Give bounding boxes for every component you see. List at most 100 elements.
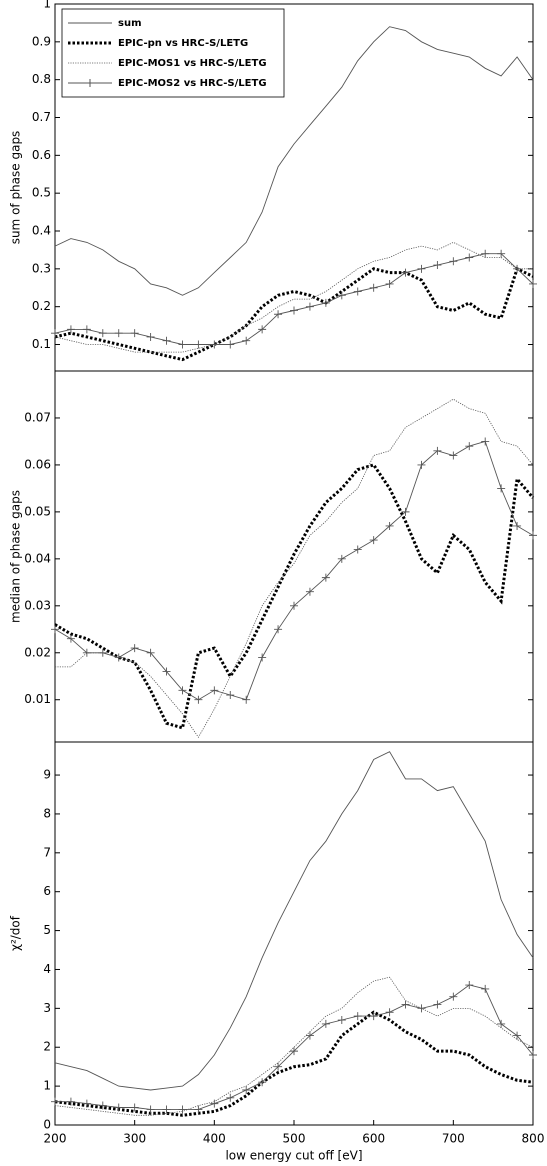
plus-marker (114, 329, 123, 338)
legend-label: EPIC-MOS1 vs HRC-S/LETG (118, 58, 267, 69)
plus-marker (130, 329, 139, 338)
plus-marker (98, 329, 107, 338)
plus-marker (226, 1093, 235, 1102)
plus-marker (385, 1008, 394, 1017)
y-tick-label: 0.02 (24, 645, 51, 659)
plus-marker (51, 1097, 59, 1106)
plus-marker (210, 1099, 219, 1108)
plus-marker (513, 1031, 522, 1040)
plus-marker (497, 249, 506, 258)
plus-marker (274, 1062, 283, 1071)
plus-marker (401, 1000, 410, 1009)
plus-marker (305, 302, 314, 311)
plus-marker (178, 686, 187, 695)
plus-marker (449, 257, 458, 266)
plus-marker (369, 536, 378, 545)
y-tick-label: 8 (43, 806, 51, 820)
y-tick-label: 7 (43, 845, 51, 859)
plus-marker (305, 1031, 314, 1040)
y-tick-label: 2 (43, 1040, 51, 1054)
plus-marker (385, 521, 394, 530)
plus-marker (529, 1051, 537, 1060)
plus-marker (321, 573, 330, 582)
plus-marker (146, 648, 155, 657)
plus-marker (66, 1097, 75, 1106)
series-line (54, 241, 533, 353)
plus-marker (321, 298, 330, 307)
plus-marker (51, 625, 59, 634)
legend-label: EPIC-pn vs HRC-S/LETG (118, 38, 248, 49)
plus-marker (529, 279, 537, 288)
plus-marker (337, 291, 346, 300)
y-axis-label: median of phase gaps (9, 490, 23, 623)
plus-marker (337, 554, 346, 563)
y-tick-label: 3 (43, 1001, 51, 1015)
series-line (54, 253, 534, 345)
plus-marker (465, 981, 474, 990)
y-tick-label: 6 (43, 884, 51, 898)
y-tick-label: 0 (43, 1118, 51, 1132)
plus-marker (178, 340, 187, 349)
plot-frame (54, 370, 534, 743)
plus-marker (274, 625, 283, 634)
plus-marker (513, 264, 522, 273)
y-tick-label: 0.6 (32, 148, 51, 162)
plus-marker (321, 1019, 330, 1028)
y-tick-label: 0.03 (24, 598, 51, 612)
plus-marker (481, 437, 490, 446)
plus-marker (305, 587, 314, 596)
plus-marker (449, 992, 458, 1001)
legend-label: EPIC-MOS2 vs HRC-S/LETG (118, 78, 267, 89)
plus-marker (194, 340, 203, 349)
plus-marker (162, 667, 171, 676)
plus-marker (465, 442, 474, 451)
plus-marker (130, 644, 139, 653)
plus-marker (98, 648, 107, 657)
plus-marker (51, 329, 59, 338)
x-tick-label: 500 (283, 1132, 306, 1146)
y-tick-label: 9 (43, 768, 51, 782)
plus-marker (82, 325, 91, 334)
plus-marker (82, 648, 91, 657)
plus-marker (290, 1047, 298, 1056)
series-line (54, 751, 534, 1091)
plus-marker (146, 332, 155, 341)
plus-marker (146, 1105, 155, 1114)
plus-marker (465, 253, 474, 262)
plus-marker (353, 545, 362, 554)
y-tick-label: 0.01 (24, 692, 51, 706)
plus-marker (66, 325, 75, 334)
x-tick-label: 200 (44, 1132, 67, 1146)
y-tick-label: 1 (43, 1079, 51, 1093)
plus-marker (369, 1012, 378, 1021)
x-tick-label: 300 (123, 1132, 146, 1146)
y-axis-label: χ²/dof (9, 915, 23, 951)
plus-marker (114, 1103, 123, 1112)
plus-marker (226, 340, 235, 349)
plus-marker (194, 695, 203, 704)
plus-marker (258, 325, 267, 334)
plus-marker (178, 1105, 187, 1114)
plus-marker (497, 1019, 506, 1028)
plus-marker (210, 686, 219, 695)
plus-marker (290, 306, 298, 315)
plus-marker (130, 1103, 139, 1112)
plus-marker (353, 287, 362, 296)
plus-marker (417, 1004, 426, 1013)
plus-marker (242, 1086, 251, 1095)
y-tick-label: 5 (43, 923, 51, 937)
plus-marker (210, 340, 219, 349)
series-line (54, 266, 534, 362)
plus-marker (162, 336, 171, 345)
plus-marker (194, 1105, 203, 1114)
plus-marker (369, 283, 378, 292)
plus-marker (401, 268, 410, 277)
plus-marker (274, 310, 283, 319)
plus-marker (433, 1000, 442, 1009)
plus-marker (433, 261, 442, 270)
plus-marker (98, 1101, 107, 1110)
y-tick-label: 0.1 (32, 337, 51, 351)
y-axis-label: sum of phase gaps (9, 131, 23, 245)
y-tick-label: 4 (43, 962, 51, 976)
plus-marker (337, 1016, 346, 1025)
